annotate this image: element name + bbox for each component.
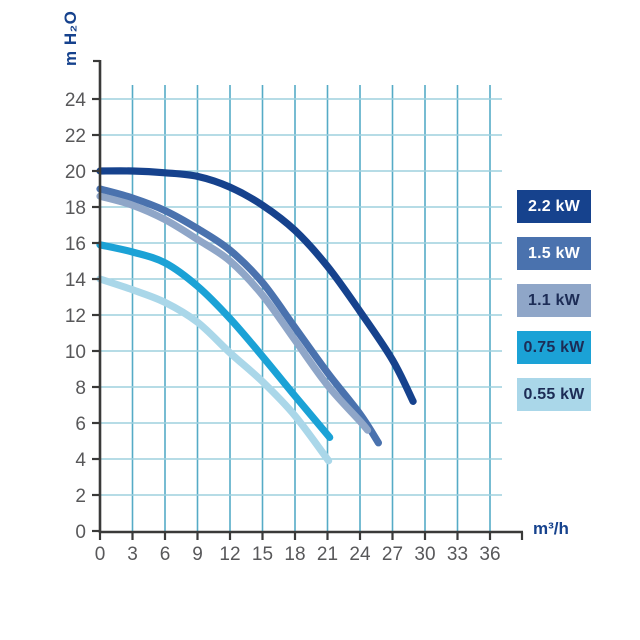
x-tick-label: 15 (252, 544, 273, 565)
x-tick-label: 3 (127, 544, 138, 565)
y-tick-label: 10 (65, 342, 86, 363)
y-tick-label: 20 (65, 162, 86, 183)
curve-1.5-kw (96, 185, 382, 447)
x-tick-label: 9 (192, 544, 203, 565)
y-tick-label: 22 (65, 126, 86, 147)
x-tick-label: 0 (95, 544, 106, 565)
y-tick-label: 4 (75, 450, 86, 471)
y-tick-label: 2 (75, 486, 86, 507)
curve-1.1-kw (96, 192, 372, 434)
y-tick-label: 18 (65, 198, 86, 219)
curve-0.55-kw (96, 275, 333, 465)
x-tick-label: 12 (219, 544, 240, 565)
x-tick-label: 6 (160, 544, 171, 565)
x-tick-label: 30 (414, 544, 435, 565)
curve-2.2-kw (96, 167, 417, 405)
y-tick-label: 24 (65, 90, 87, 111)
y-tick-label: 14 (65, 270, 87, 291)
x-tick-label: 18 (284, 544, 305, 565)
y-tick-label: 16 (65, 234, 86, 255)
legend: 2.2 kW 1.5 kW 1.1 kW 0.75 kW 0.55 kW (517, 190, 591, 411)
y-tick-label: 8 (75, 378, 86, 399)
legend-item-0.75kw: 0.75 kW (517, 331, 591, 364)
x-tick-label: 21 (317, 544, 338, 565)
curve-0.75-kw (96, 241, 334, 441)
x-tick-label: 27 (382, 544, 403, 565)
legend-item-1.5kw: 1.5 kW (517, 237, 591, 270)
x-tick-label: 33 (447, 544, 468, 565)
x-tick-label: 36 (479, 544, 500, 565)
y-tick-label: 12 (65, 306, 86, 327)
x-axis-label: m³/h (533, 519, 569, 538)
legend-item-0.55kw: 0.55 kW (517, 378, 591, 411)
x-tick-label: 24 (349, 544, 371, 565)
y-tick-label: 6 (75, 414, 86, 435)
legend-item-1.1kw: 1.1 kW (517, 284, 591, 317)
y-axis-label: m H₂O (61, 10, 80, 66)
y-tick-label: 0 (75, 522, 86, 543)
legend-item-2.2kw: 2.2 kW (517, 190, 591, 223)
